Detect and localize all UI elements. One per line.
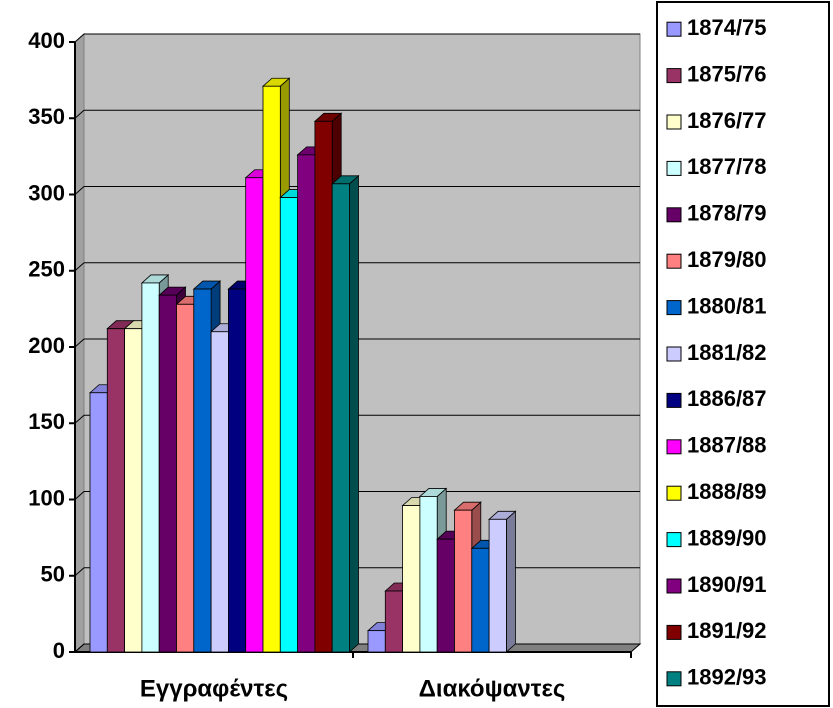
bar	[314, 120, 333, 653]
bar	[297, 154, 316, 653]
bar	[488, 518, 507, 653]
grid-line-side	[74, 338, 85, 348]
bar	[471, 547, 490, 653]
legend-swatch	[666, 439, 682, 455]
legend-swatch	[666, 346, 682, 362]
y-tick-label: 250	[28, 257, 65, 282]
legend-label: 1891/92	[687, 618, 767, 643]
legend-label: 1879/80	[687, 247, 767, 272]
bar	[367, 630, 386, 653]
y-tick-label: 50	[41, 562, 65, 587]
legend-swatch	[666, 21, 682, 37]
bar	[419, 496, 438, 653]
legend-swatch	[666, 392, 682, 408]
bar	[279, 197, 298, 653]
bar	[106, 328, 126, 653]
x-tick-label: Εγγραφέντες	[140, 675, 288, 702]
bar	[89, 392, 108, 653]
bar-side	[505, 510, 516, 653]
y-tick-label: 150	[28, 409, 65, 434]
legend-label: 1874/75	[687, 15, 767, 40]
grid-line-side	[74, 567, 85, 577]
legend-label: 1888/89	[687, 479, 767, 504]
bar	[124, 328, 143, 653]
legend-swatch	[666, 253, 682, 269]
bar	[245, 177, 264, 653]
grid-line-side	[74, 491, 85, 500]
bar-side	[349, 174, 359, 653]
legend-label: 1878/79	[687, 201, 767, 226]
legend-label: 1876/77	[687, 108, 767, 133]
legend-box	[656, 1, 830, 707]
legend-swatch	[666, 207, 682, 223]
bar	[141, 282, 160, 653]
bar	[176, 303, 195, 653]
y-tick-label: 100	[28, 485, 65, 510]
grid-line-side	[74, 186, 85, 195]
grid-line-side	[74, 414, 85, 424]
legend-swatch	[666, 624, 682, 640]
grid-line-side	[74, 33, 85, 43]
x-tick-label: Διακόψαντες	[419, 675, 566, 702]
legend-swatch	[666, 485, 682, 501]
legend-label: 1892/93	[687, 665, 767, 690]
bar	[262, 85, 281, 653]
legend-label: 1880/81	[687, 293, 767, 318]
legend-swatch	[666, 114, 682, 130]
bar	[436, 538, 455, 653]
bar	[193, 288, 212, 653]
bar	[158, 294, 177, 653]
legend-swatch	[666, 671, 682, 687]
legend-label: 1875/76	[687, 61, 767, 86]
legend-label: 1889/90	[687, 525, 767, 550]
y-tick-label: 350	[28, 104, 65, 129]
grid-line-side	[74, 262, 85, 272]
bar	[227, 288, 247, 653]
y-tick-label: 200	[28, 333, 65, 358]
grid-line-side	[74, 109, 85, 119]
grid-line-side	[74, 643, 85, 653]
y-tick-label: 400	[28, 28, 65, 53]
bar	[331, 183, 350, 653]
y-tick-label: 300	[28, 180, 65, 205]
legend-label: 1890/91	[687, 572, 767, 597]
legend-label: 1886/87	[687, 386, 767, 411]
legend-label: 1881/82	[687, 340, 767, 365]
legend-swatch	[666, 160, 682, 176]
y-tick-label: 0	[53, 638, 65, 663]
legend-label: 1887/88	[687, 433, 767, 458]
bar	[402, 505, 421, 653]
bar	[210, 331, 229, 653]
legend-swatch	[666, 300, 682, 316]
bar	[454, 509, 473, 653]
legend-label: 1877/78	[687, 154, 767, 179]
bar	[384, 590, 403, 653]
legend-swatch	[666, 532, 682, 548]
legend-swatch	[666, 578, 682, 594]
legend-swatch	[666, 68, 682, 84]
